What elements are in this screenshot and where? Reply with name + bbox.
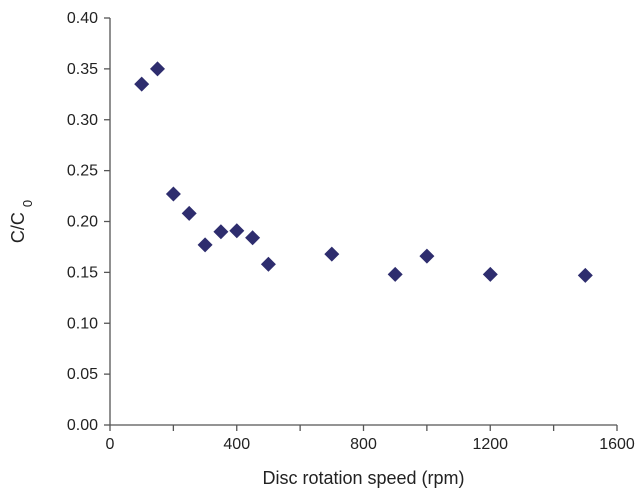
y-tick-label: 0.20: [67, 214, 98, 231]
data-point-marker: [419, 248, 435, 264]
data-point-marker: [165, 186, 181, 202]
x-tick-label: 1600: [599, 436, 635, 453]
y-tick-label: 0.05: [67, 366, 98, 383]
y-tick-label: 0.35: [67, 61, 98, 78]
data-point-marker: [229, 223, 245, 239]
data-point-marker: [245, 230, 261, 246]
data-point-marker: [260, 256, 276, 272]
y-tick-label: 0.10: [67, 315, 98, 332]
y-axis-ticks: 0.00 0.05 0.10 0.15 0.20 0.25 0.30 0.35 0.40: [67, 10, 110, 434]
data-point-marker: [577, 267, 593, 283]
data-point-marker: [150, 61, 165, 77]
x-tick-label: 400: [223, 436, 250, 453]
data-point-marker: [197, 237, 213, 253]
x-tick-label: 1200: [472, 436, 508, 453]
x-tick-label: 0: [106, 436, 115, 453]
data-point-marker: [134, 76, 150, 92]
data-point-marker: [387, 266, 403, 282]
x-axis-title: Disc rotation speed (rpm): [262, 468, 464, 488]
data-point-marker: [181, 205, 197, 221]
x-tick-label: 800: [350, 436, 377, 453]
y-tick-label: 0.00: [67, 417, 98, 434]
y-axis-title-subscript: 0: [20, 200, 35, 207]
data-points: [134, 61, 593, 283]
data-point-marker: [213, 224, 229, 240]
y-tick-label: 0.40: [67, 10, 98, 27]
y-axis-title: C/C 0: [8, 200, 35, 243]
y-tick-label: 0.15: [67, 264, 98, 281]
y-tick-label: 0.25: [67, 163, 98, 180]
data-point-marker: [482, 266, 498, 282]
y-tick-label: 0.30: [67, 112, 98, 129]
x-axis-ticks: 0 400 800 1200 1600: [106, 425, 635, 453]
y-axis-title-main: C/C: [8, 212, 28, 243]
data-point-marker: [324, 246, 340, 262]
